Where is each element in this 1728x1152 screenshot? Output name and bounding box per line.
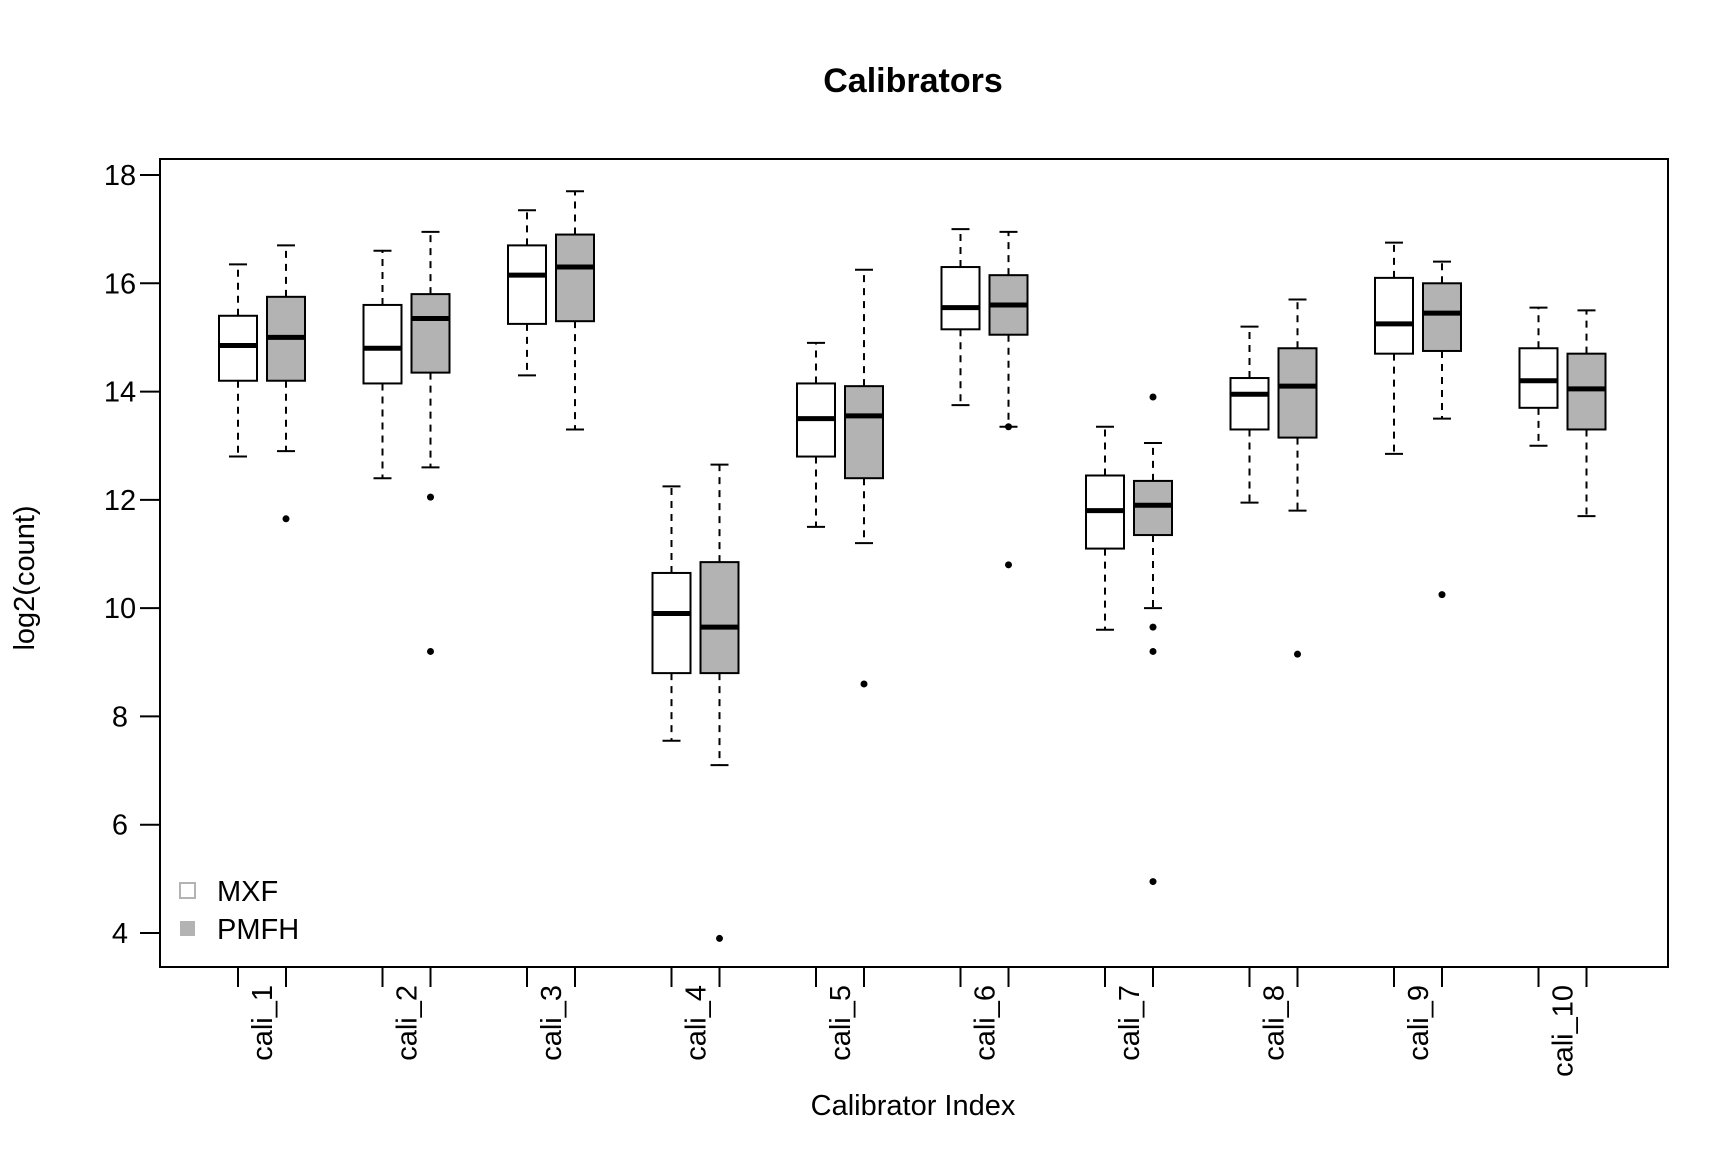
x-tick-label-cali_9: cali_9 <box>1403 985 1435 1061</box>
box-cali_4-PMFH <box>699 463 740 942</box>
x-tick-label-cali_7: cali_7 <box>1114 985 1146 1061</box>
x-tick-label-cali_8: cali_8 <box>1259 985 1291 1061</box>
box-iqr <box>362 303 403 385</box>
y-tick-label-16: 16 <box>104 268 136 300</box>
legend-swatch-PMFH <box>180 921 195 936</box>
outlier-point-0 <box>1438 591 1446 599</box>
outlier-point-0 <box>282 515 290 523</box>
outlier-point-0 <box>1005 423 1012 431</box>
box-cali_8-PMFH <box>1277 298 1318 658</box>
x-axis: cali_1 cali_2 cali_3 cali_4 cali_5 cali_6 cali… <box>237 967 1588 1077</box>
box-cali_5-MXF <box>796 341 836 528</box>
y-tick-label-10: 10 <box>104 593 136 625</box>
box-cali_2-MXF <box>362 249 403 480</box>
legend: MXF PMFH <box>179 876 299 946</box>
y-axis: 4 6 8 10 12 14 16 18 <box>104 160 161 950</box>
outlier-point-1 <box>1149 623 1157 631</box>
x-tick-label-cali_3: cali_3 <box>536 985 568 1061</box>
box-cali_3-MXF <box>507 209 547 377</box>
box-cali_6-PMFH <box>988 230 1029 569</box>
box-cali_1-MXF <box>218 263 258 458</box>
box-iqr <box>410 293 451 374</box>
legend-label-MXF: MXF <box>217 876 278 908</box>
y-axis-label: log2(count) <box>9 505 41 650</box>
box-iqr <box>1277 347 1318 439</box>
box-cali_10-PMFH <box>1566 309 1607 518</box>
box-iqr <box>699 561 740 675</box>
outlier-point-0 <box>860 680 868 688</box>
x-tick-label-cali_5: cali_5 <box>825 985 857 1061</box>
outlier-point-0 <box>427 493 434 501</box>
box-iqr <box>555 233 595 323</box>
box-cali_2-PMFH <box>410 230 451 655</box>
box-iqr <box>507 244 547 325</box>
box-cali_3-PMFH <box>555 190 595 431</box>
outlier-point-0 <box>1149 393 1157 401</box>
box-cali_6-MXF <box>940 228 981 407</box>
y-tick-label-6: 6 <box>112 810 128 842</box>
outlier-point-1 <box>1005 561 1012 569</box>
box-iqr <box>218 314 258 382</box>
box-iqr <box>940 266 981 331</box>
box-cali_7-MXF <box>1085 425 1125 631</box>
box-cali_8-MXF <box>1229 325 1270 504</box>
y-tick-label-14: 14 <box>104 377 136 409</box>
box-cali_9-PMFH <box>1422 260 1462 599</box>
outlier-point-3 <box>1149 878 1157 886</box>
x-tick-label-cali_2: cali_2 <box>392 985 424 1061</box>
x-tick-label-cali_1: cali_1 <box>247 985 279 1061</box>
outlier-point-2 <box>1149 647 1157 655</box>
box-iqr <box>1229 377 1270 431</box>
box-plots <box>218 190 1607 942</box>
x-tick-label-cali_6: cali_6 <box>970 985 1002 1061</box>
box-cali_5-PMFH <box>844 268 884 688</box>
legend-swatch-MXF <box>179 882 196 899</box>
x-tick-label-cali_10: cali_10 <box>1548 985 1580 1077</box>
y-tick-label-8: 8 <box>112 701 128 733</box>
box-iqr <box>651 571 692 675</box>
box-iqr <box>844 385 884 480</box>
box-iqr <box>1566 352 1607 431</box>
outlier-point-0 <box>716 934 723 942</box>
box-cali_1-PMFH <box>266 244 306 523</box>
box-iqr <box>1518 347 1559 409</box>
box-cali_9-MXF <box>1374 241 1414 455</box>
chart-title: Calibrators <box>823 62 1003 100</box>
y-tick-label-4: 4 <box>112 918 128 950</box>
box-iqr <box>1133 479 1173 537</box>
box-cali_10-MXF <box>1518 306 1559 447</box>
x-axis-label: Calibrator Index <box>811 1090 1016 1122</box>
y-tick-label-18: 18 <box>104 160 136 192</box>
box-iqr <box>1374 276 1414 355</box>
x-tick-label-cali_4: cali_4 <box>681 985 713 1061</box>
legend-label-PMFH: PMFH <box>217 914 299 946</box>
box-cali_4-MXF <box>651 485 692 742</box>
box-cali_7-PMFH <box>1133 393 1173 886</box>
box-iqr <box>1422 282 1462 352</box>
y-tick-label-12: 12 <box>104 485 136 517</box>
outlier-point-1 <box>427 647 434 655</box>
outlier-point-0 <box>1294 650 1301 658</box>
